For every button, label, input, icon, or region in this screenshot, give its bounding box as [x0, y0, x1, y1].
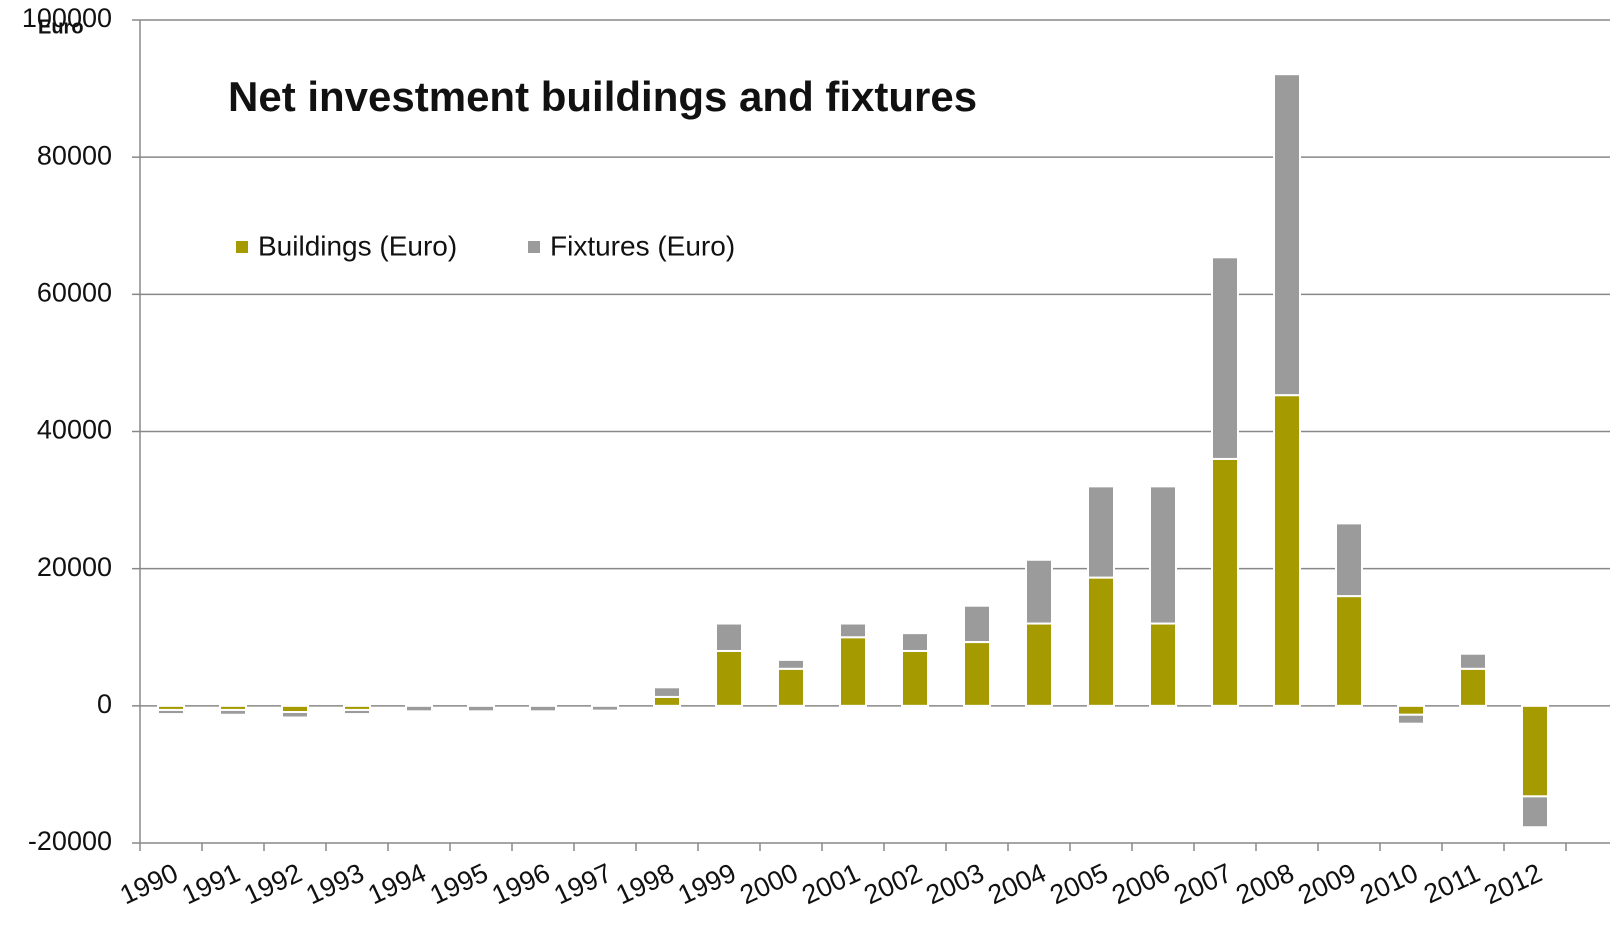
x-tick-label: 2012 [1479, 858, 1546, 911]
x-tick-label: 1993 [301, 858, 368, 911]
x-tick-label: 2006 [1107, 858, 1174, 911]
y-tick-label: 20000 [37, 552, 112, 582]
x-tick-label: 2008 [1231, 858, 1298, 911]
x-tick-label: 1996 [487, 858, 554, 911]
x-tick-label: 2010 [1355, 858, 1422, 911]
y-tick-label: 80000 [37, 140, 112, 170]
bar [1397, 713, 1425, 725]
x-tick-label: 2000 [735, 858, 802, 911]
bar [1335, 522, 1363, 598]
bar [405, 704, 433, 713]
bar [839, 636, 867, 707]
bar [653, 686, 681, 698]
bar [1087, 485, 1115, 579]
bar [467, 704, 495, 713]
bar [715, 649, 743, 707]
bar [1273, 73, 1301, 397]
y-axis-label: Euro [38, 16, 84, 38]
bar [839, 622, 867, 639]
x-tick-label: 1994 [363, 858, 430, 911]
bar [1025, 622, 1053, 707]
bar [1211, 256, 1239, 460]
bar [1149, 485, 1177, 625]
bar [1335, 595, 1363, 707]
bar [653, 695, 681, 707]
x-tick-label: 2004 [983, 858, 1050, 911]
legend-swatch [528, 241, 540, 253]
x-tick-label: 1997 [549, 858, 616, 911]
bar [529, 704, 557, 713]
x-tick-label: 1999 [673, 858, 740, 911]
x-tick-label: 2002 [859, 858, 926, 911]
x-tick-label: 2005 [1045, 858, 1112, 911]
chart-title: Net investment buildings and fixtures [228, 73, 977, 120]
bar [715, 622, 743, 652]
bar [157, 708, 185, 716]
x-tick-label: 1990 [115, 858, 182, 911]
bar [901, 632, 929, 652]
bar [901, 649, 929, 707]
y-tick-label: 40000 [37, 415, 112, 445]
legend-swatch [236, 241, 248, 253]
bar [777, 658, 805, 670]
bar [281, 711, 309, 719]
y-tick-label: 60000 [37, 277, 112, 307]
bar [1149, 622, 1177, 707]
x-tick-label: 1992 [239, 858, 306, 911]
legend-label: Fixtures (Euro) [550, 230, 735, 261]
bar [1087, 576, 1115, 707]
x-tick-label: 1991 [177, 858, 244, 911]
bar [591, 704, 619, 712]
x-tick-label: 2003 [921, 858, 988, 911]
y-tick-label: -20000 [28, 826, 112, 856]
bar [963, 604, 991, 644]
bar [1521, 795, 1549, 829]
bar [343, 708, 371, 716]
bar [777, 667, 805, 707]
bar [219, 708, 247, 716]
x-tick-label: 1995 [425, 858, 492, 911]
bar [963, 641, 991, 707]
bar [1211, 457, 1239, 707]
bar [1521, 704, 1549, 798]
legend-label: Buildings (Euro) [258, 230, 457, 261]
x-tick-label: 2007 [1169, 858, 1236, 911]
y-tick-label: 0 [97, 689, 112, 719]
bar [1459, 652, 1487, 670]
x-tick-label: 2011 [1419, 858, 1484, 910]
x-tick-label: 2009 [1293, 858, 1360, 911]
x-tick-label: 1998 [611, 858, 678, 911]
bar [1273, 394, 1301, 707]
y-tick-label: 100000 [22, 3, 112, 33]
x-tick-label: 2001 [797, 858, 864, 911]
bar [1459, 667, 1487, 707]
bar [1025, 558, 1053, 625]
bar [1397, 704, 1425, 716]
